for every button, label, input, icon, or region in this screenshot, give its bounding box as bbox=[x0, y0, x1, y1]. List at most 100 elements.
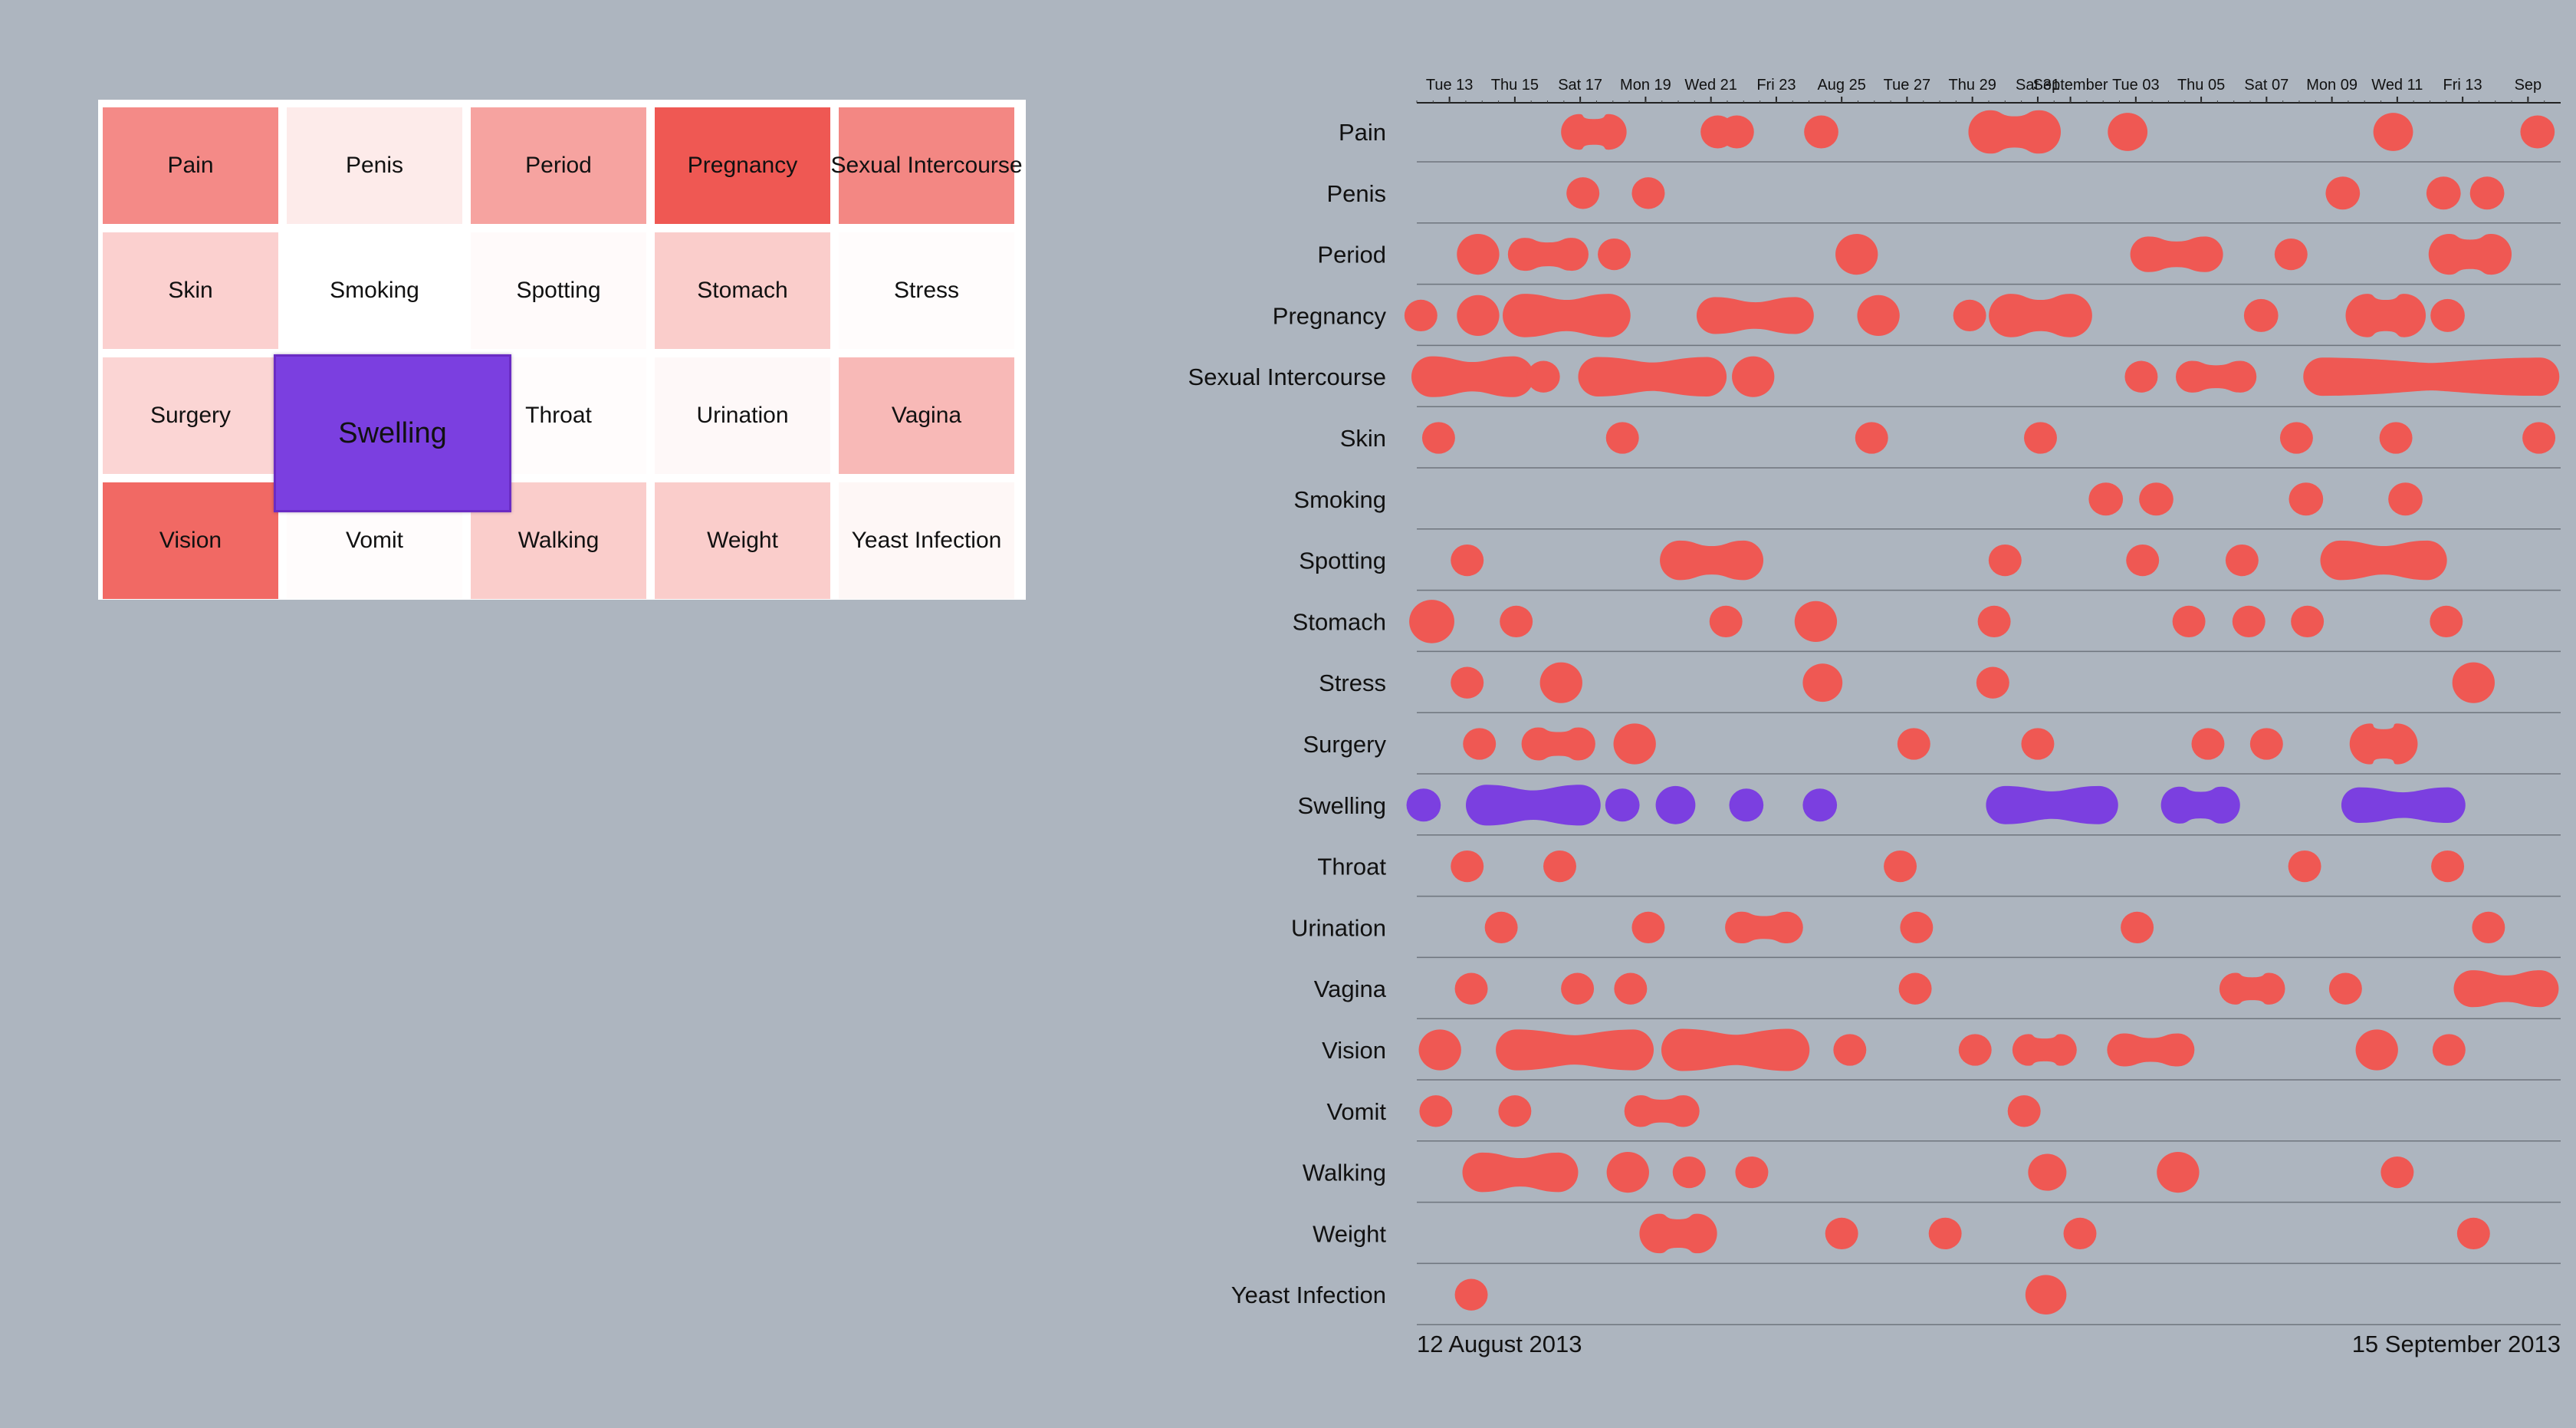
event-dot[interactable] bbox=[1672, 1156, 1706, 1189]
event-dot[interactable] bbox=[1977, 605, 2011, 638]
heatmap-cell-pregnancy[interactable]: Pregnancy bbox=[655, 107, 830, 224]
event-blob[interactable] bbox=[1507, 238, 1589, 271]
event-dot[interactable] bbox=[2325, 176, 2361, 210]
event-dot[interactable] bbox=[1835, 234, 1878, 275]
event-dot[interactable] bbox=[1606, 1152, 1649, 1193]
heatmap-cell-swelling[interactable]: Swelling bbox=[274, 354, 511, 512]
row-label-throat[interactable]: Throat bbox=[1317, 854, 1386, 880]
event-dot[interactable] bbox=[1928, 1217, 1962, 1250]
event-dot[interactable] bbox=[1543, 850, 1576, 883]
heatmap-cell-stomach[interactable]: Stomach bbox=[655, 232, 830, 349]
event-dot[interactable] bbox=[2520, 115, 2555, 149]
event-dot[interactable] bbox=[2472, 911, 2505, 944]
event-blob[interactable] bbox=[1496, 1029, 1654, 1071]
event-dot[interactable] bbox=[2121, 911, 2154, 944]
event-dot[interactable] bbox=[1409, 600, 1454, 643]
row-label-surgery[interactable]: Surgery bbox=[1303, 731, 1386, 758]
heatmap-cell-stress[interactable]: Stress bbox=[839, 232, 1014, 349]
event-dot[interactable] bbox=[1732, 356, 1775, 397]
event-dot[interactable] bbox=[1729, 788, 1764, 822]
event-blob[interactable] bbox=[1661, 1028, 1810, 1071]
row-label-pain[interactable]: Pain bbox=[1339, 119, 1386, 146]
heatmap-cell-yeast-infection[interactable]: Yeast Infection bbox=[839, 482, 1014, 599]
event-dot[interactable] bbox=[1598, 238, 1631, 271]
event-dot[interactable] bbox=[2249, 728, 2283, 760]
event-dot[interactable] bbox=[2291, 605, 2325, 638]
heatmap-cell-spotting[interactable]: Spotting bbox=[471, 232, 646, 349]
event-dot[interactable] bbox=[1802, 788, 1838, 822]
event-blob[interactable] bbox=[1503, 294, 1631, 337]
event-dot[interactable] bbox=[2232, 605, 2266, 638]
event-blob[interactable] bbox=[2160, 786, 2240, 824]
heatmap-cell-urination[interactable]: Urination bbox=[655, 357, 830, 474]
event-blob[interactable] bbox=[2303, 357, 2560, 396]
event-dot[interactable] bbox=[1614, 972, 1648, 1005]
event-dot[interactable] bbox=[2139, 482, 2174, 516]
event-dot[interactable] bbox=[2452, 662, 2495, 703]
event-blob[interactable] bbox=[1462, 1152, 1579, 1193]
event-blob[interactable] bbox=[1660, 540, 1764, 581]
event-dot[interactable] bbox=[1605, 422, 1639, 454]
event-dot[interactable] bbox=[1958, 1034, 1992, 1066]
event-dot[interactable] bbox=[2379, 422, 2413, 454]
event-dot[interactable] bbox=[2373, 113, 2413, 151]
event-dot[interactable] bbox=[2028, 1153, 2067, 1191]
row-label-yeast-infection[interactable]: Yeast Infection bbox=[1231, 1282, 1386, 1308]
row-label-swelling[interactable]: Swelling bbox=[1298, 792, 1386, 819]
heatmap-cell-vision[interactable]: Vision bbox=[103, 482, 278, 599]
event-dot[interactable] bbox=[1539, 662, 1582, 703]
event-dot[interactable] bbox=[2288, 482, 2324, 516]
event-dot[interactable] bbox=[1897, 728, 1930, 760]
event-blob[interactable] bbox=[1521, 727, 1595, 761]
event-blob[interactable] bbox=[1986, 785, 2118, 824]
event-dot[interactable] bbox=[2243, 298, 2279, 332]
event-dot[interactable] bbox=[1631, 911, 1665, 944]
event-blob[interactable] bbox=[1624, 1095, 1700, 1127]
event-blob[interactable] bbox=[2130, 236, 2223, 272]
event-dot[interactable] bbox=[2157, 1152, 2200, 1193]
event-dot[interactable] bbox=[1406, 788, 1441, 822]
event-blob[interactable] bbox=[2345, 294, 2426, 337]
event-blob[interactable] bbox=[1639, 1213, 1717, 1254]
heatmap-cell-period[interactable]: Period bbox=[471, 107, 646, 224]
row-label-pregnancy[interactable]: Pregnancy bbox=[1273, 302, 1387, 329]
event-blob[interactable] bbox=[1725, 911, 1803, 944]
row-label-urination[interactable]: Urination bbox=[1291, 914, 1386, 941]
event-dot[interactable] bbox=[1898, 972, 1932, 1005]
event-blob[interactable] bbox=[1989, 294, 2092, 337]
event-dot[interactable] bbox=[2431, 850, 2465, 883]
event-dot[interactable] bbox=[1457, 234, 1500, 275]
event-dot[interactable] bbox=[1631, 177, 1665, 209]
row-label-walking[interactable]: Walking bbox=[1303, 1160, 1386, 1186]
heatmap-cell-surgery[interactable]: Surgery bbox=[103, 357, 278, 474]
row-label-stress[interactable]: Stress bbox=[1319, 670, 1386, 696]
event-dot[interactable] bbox=[1454, 1278, 1488, 1311]
event-dot[interactable] bbox=[1613, 723, 1656, 765]
event-dot[interactable] bbox=[1884, 850, 1917, 883]
event-dot[interactable] bbox=[2063, 1217, 2097, 1250]
event-dot[interactable] bbox=[2328, 972, 2362, 1005]
event-dot[interactable] bbox=[2432, 1034, 2466, 1066]
heatmap-cell-weight[interactable]: Weight bbox=[655, 482, 830, 599]
event-dot[interactable] bbox=[1855, 422, 1888, 454]
event-dot[interactable] bbox=[2172, 605, 2206, 638]
row-label-vagina[interactable]: Vagina bbox=[1314, 976, 1387, 1002]
event-dot[interactable] bbox=[1500, 605, 1533, 638]
event-dot[interactable] bbox=[2279, 422, 2313, 454]
event-dot[interactable] bbox=[1709, 605, 1743, 638]
event-dot[interactable] bbox=[1794, 600, 1838, 643]
event-dot[interactable] bbox=[1825, 1217, 1858, 1250]
event-dot[interactable] bbox=[1735, 1156, 1769, 1189]
event-blob[interactable] bbox=[1696, 297, 1814, 334]
event-dot[interactable] bbox=[1451, 850, 1484, 883]
event-dot[interactable] bbox=[1953, 299, 1986, 332]
event-dot[interactable] bbox=[2456, 1217, 2490, 1250]
event-blob[interactable] bbox=[2428, 234, 2512, 275]
event-blob[interactable] bbox=[2341, 787, 2466, 823]
event-blob[interactable] bbox=[2219, 972, 2285, 1005]
event-dot[interactable] bbox=[1451, 544, 1484, 577]
row-label-sexual-intercourse[interactable]: Sexual Intercourse bbox=[1188, 364, 1386, 390]
event-dot[interactable] bbox=[2025, 1275, 2067, 1314]
event-blob[interactable] bbox=[1411, 356, 1534, 397]
event-dot[interactable] bbox=[1526, 360, 1560, 393]
